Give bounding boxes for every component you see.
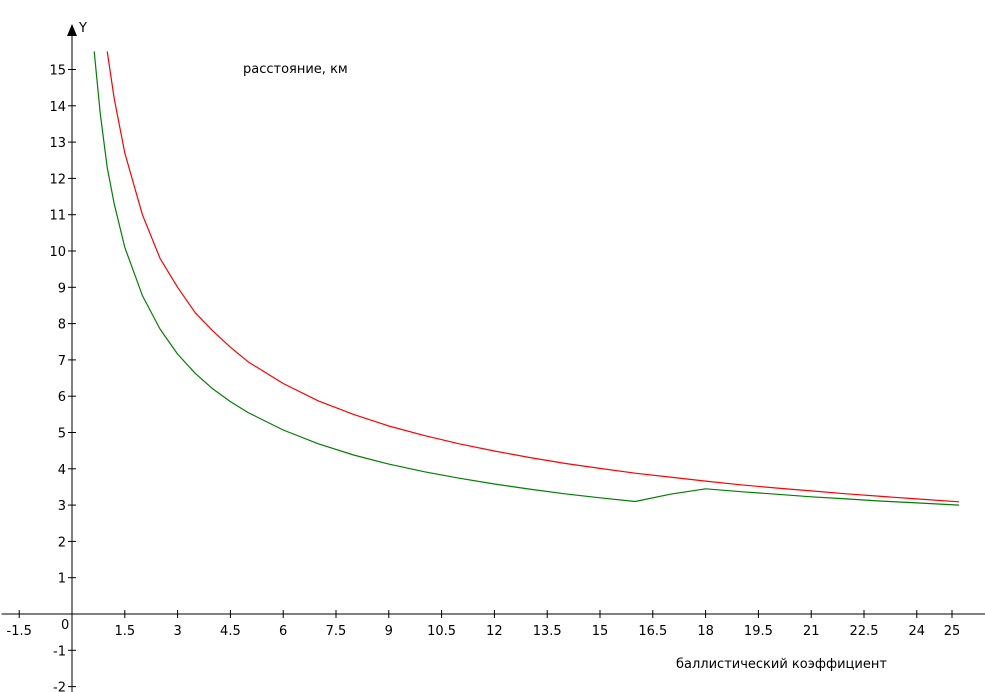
series-line-1 [106,51,960,503]
x-tick-label: 10.5 [427,624,456,639]
x-tick-label: 21 [803,624,820,639]
y-tick-label: 15 [49,64,66,79]
y-axis-name: Y [78,21,87,36]
x-tick-label: 19.5 [744,624,773,639]
x-tick-label: 12 [486,624,503,639]
y-tick-label: 1 [58,572,66,587]
axes [1,24,985,692]
y-tick-label: 6 [58,390,66,405]
y-tick-label: -2 [53,681,66,692]
y-tick-label: 8 [58,318,66,333]
y-tick-label: 14 [49,100,66,115]
x-tick-label: -1.5 [7,624,32,639]
x-tick-label: 4.5 [220,624,241,639]
y-tick-label: 7 [58,354,66,369]
x-tick-label: 13.5 [533,624,562,639]
x-tick-label: 15 [592,624,609,639]
y-tick-label: 2 [58,535,66,550]
x-tick-label: 7.5 [326,624,347,639]
y-axis-arrow [67,24,77,36]
x-tick-label: 22.5 [850,624,879,639]
x-tick-label: 16.5 [638,624,667,639]
y-tick-label: 12 [49,172,66,187]
series-layer [93,51,960,506]
x-tick-label: 18 [697,624,714,639]
ticks: -1.5 1.5 3 4.5 6 7.5 9 10.5 12 13.5 15 16.5 18 19.5 21… [7,64,961,692]
x-axis-title: баллистический коэффициент [676,657,887,672]
y-tick-label: -1 [53,644,66,659]
y-tick-label: 5 [58,427,66,442]
x-tick-label: 24 [909,624,926,639]
x-tick-label: 3 [173,624,181,639]
origin-label: 0 [61,618,69,633]
x-tick-label: 9 [385,624,393,639]
x-tick-label: 25 [944,624,961,639]
y-axis-title: расстояние, км [243,62,348,77]
y-tick-label: 9 [58,281,66,296]
y-tick-label: 13 [49,136,66,151]
y-tick-label: 10 [49,245,66,260]
y-tick-label: 11 [49,209,66,224]
y-tick-label: 4 [58,463,66,478]
x-tick-label: 6 [279,624,287,639]
y-tick-label: 3 [58,499,66,514]
series-line-2 [93,51,960,506]
x-tick-label: 1.5 [114,624,135,639]
